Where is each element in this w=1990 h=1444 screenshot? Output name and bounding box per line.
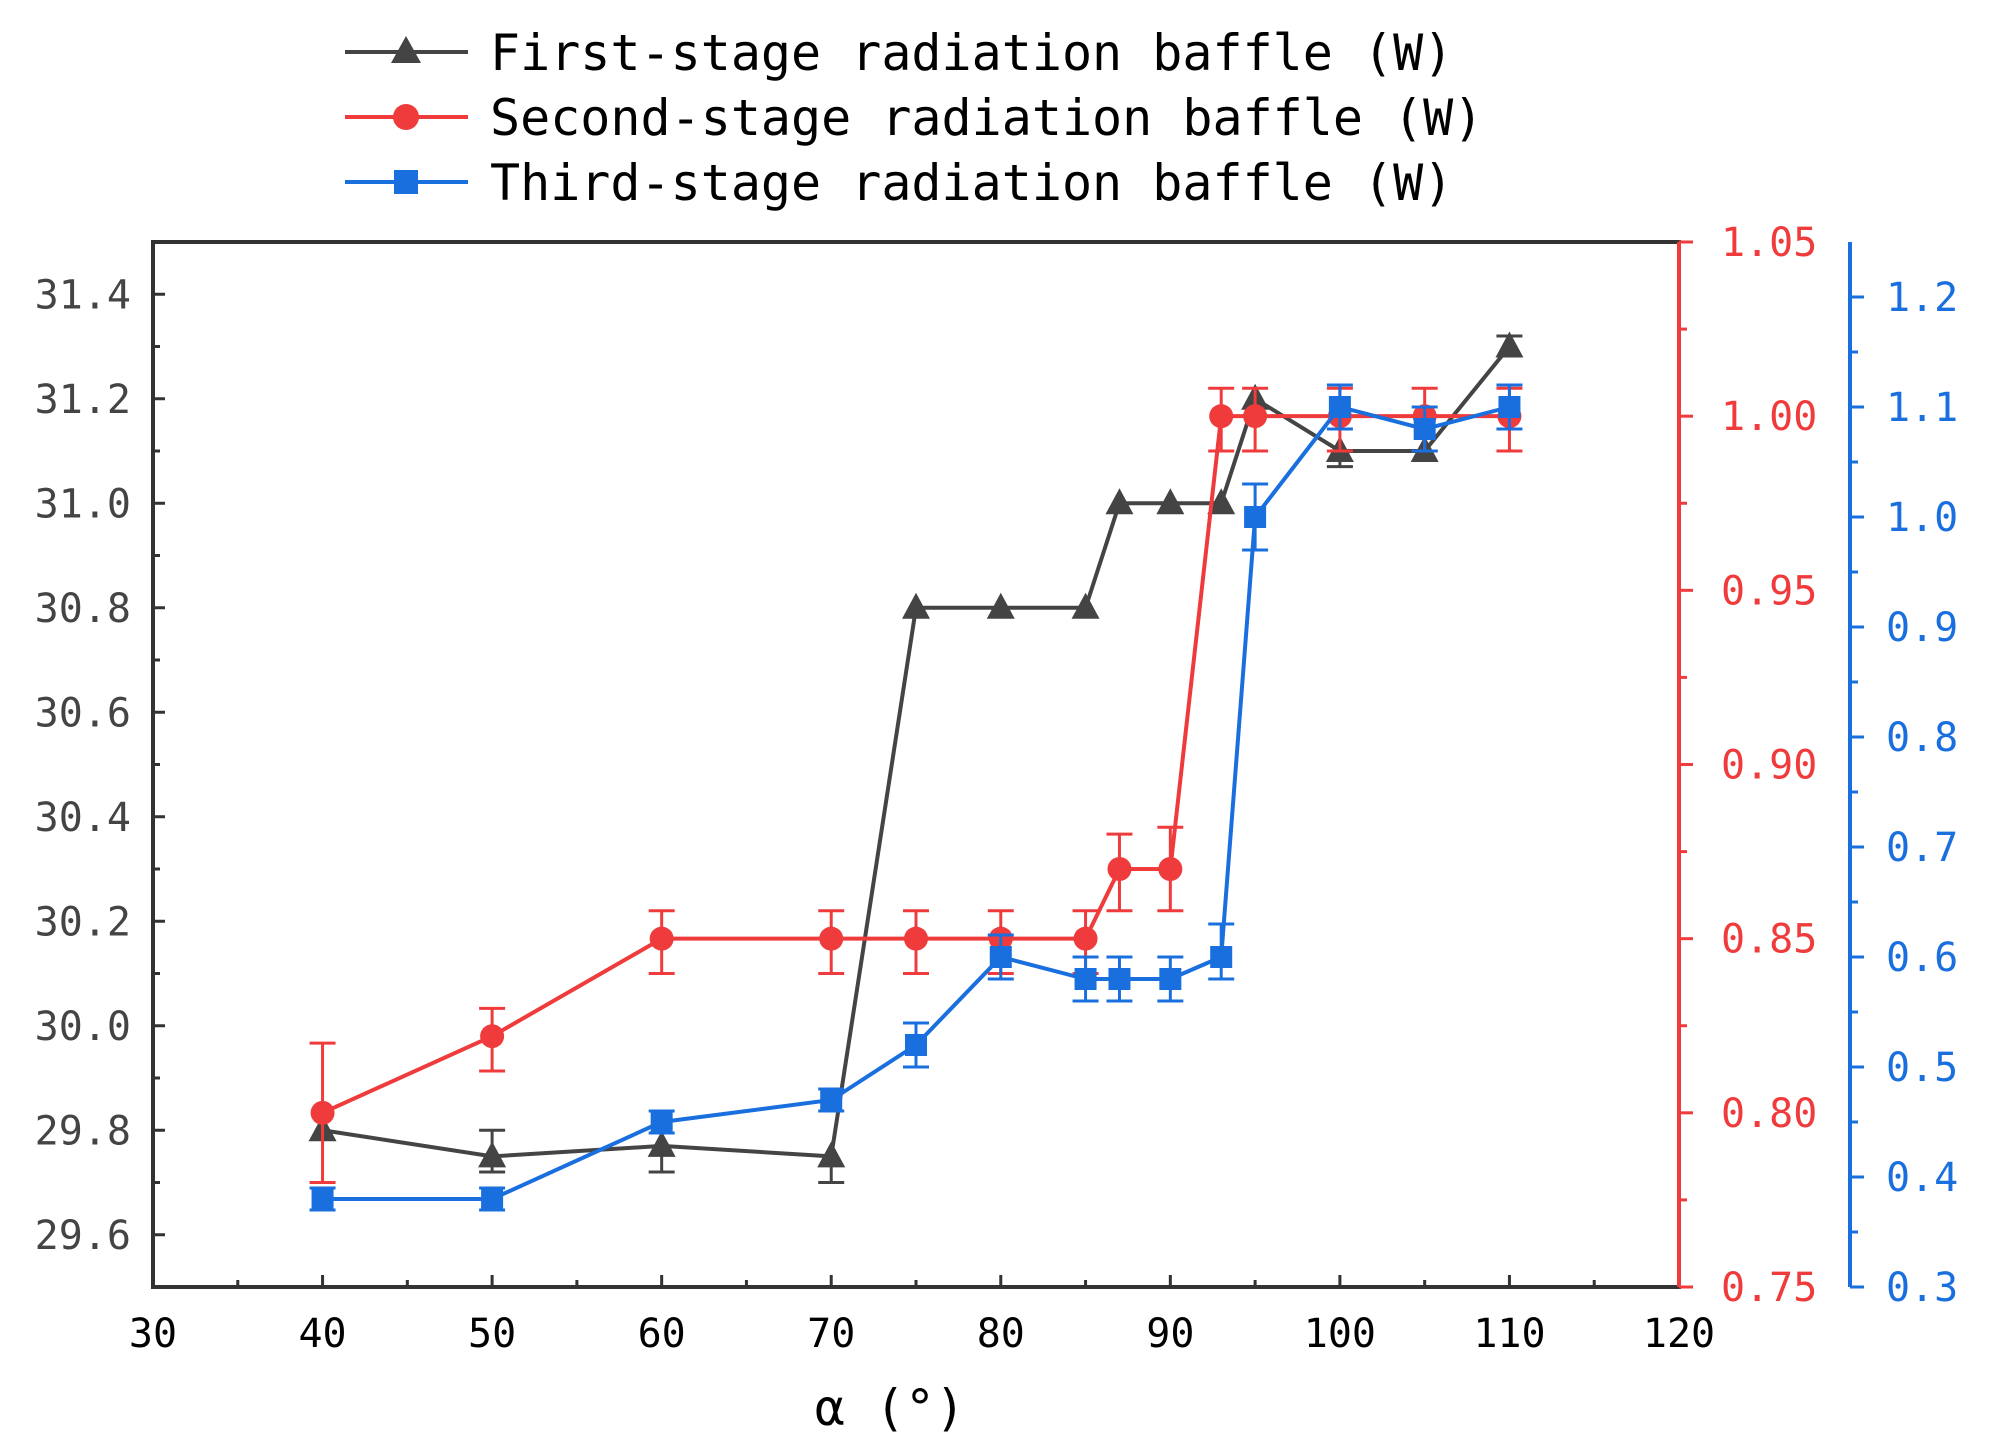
blue-tick-label: 0.5 [1886,1045,1958,1091]
data-point-first [1105,488,1134,515]
x-tick-label: 120 [1643,1311,1715,1357]
red-tick-label: 0.90 [1721,743,1817,789]
red-tick-label: 0.95 [1721,568,1817,614]
data-point-second [1209,404,1234,429]
data-point-third [1108,968,1131,990]
left-tick-label: 30.2 [35,899,131,945]
x-tick-label: 110 [1473,1311,1545,1357]
blue-tick-label: 1.0 [1886,495,1958,541]
blue-tick-label: 0.4 [1886,1155,1958,1201]
red-tick-label: 0.80 [1721,1091,1817,1137]
data-point-first [478,1141,507,1168]
data-point-third [989,946,1012,968]
data-point-third [311,1188,334,1210]
data-point-first [817,1141,846,1168]
left-tick-label: 30.6 [35,690,131,736]
data-point-second [649,926,674,951]
data-point-first [647,1130,676,1157]
data-point-third [481,1188,504,1210]
data-point-first [1071,592,1100,619]
data-point-first [1207,488,1236,515]
legend-marker-first [391,36,421,63]
series-line-third [322,404,1510,1201]
blue-tick-label: 1.2 [1886,275,1958,321]
data-point-third [1210,946,1233,968]
left-tick-label: 31.0 [35,481,131,527]
left-tick-label: 30.4 [35,795,131,841]
x-tick-label: 90 [1146,1311,1194,1357]
data-point-third [1328,396,1351,418]
series-third [309,383,1523,1212]
data-point-third [1498,396,1521,418]
legend: First-stage radiation baffle (W) Second-… [345,24,1483,212]
blue-tick-label: 0.7 [1886,825,1958,871]
data-point-third [1074,968,1097,990]
data-point-third [905,1034,927,1056]
data-point-third [1244,506,1267,528]
data-point-third [650,1111,673,1133]
series-layer [308,331,1524,1212]
legend-entry-third: Third-stage radiation baffle (W) [345,154,1453,212]
data-point-second [480,1024,505,1049]
red-tick-label: 1.05 [1721,220,1817,266]
legend-entry-second: Second-stage radiation baffle (W) [345,89,1483,147]
legend-label-first: First-stage radiation baffle (W) [490,24,1453,82]
data-point-second [310,1100,335,1125]
x-tick-label: 30 [129,1311,177,1357]
legend-label-third: Third-stage radiation baffle (W) [490,154,1453,212]
blue-tick-label: 0.9 [1886,605,1958,651]
left-tick-label: 29.8 [35,1108,131,1154]
legend-marker-third [394,170,418,194]
axes-layer: 30 40 50 60 70 80 90 100 110 120 29.6 29.8 30.0 30.2 3… [35,220,1959,1357]
left-tick-label: 31.2 [35,377,131,423]
data-point-second [1107,857,1132,881]
x-tick-label: 40 [298,1311,346,1357]
data-point-third [820,1089,843,1111]
blue-tick-label: 0.8 [1886,715,1958,761]
legend-marker-second [393,104,419,130]
data-point-third [1159,968,1182,990]
blue-tick-label: 0.3 [1886,1265,1958,1311]
x-tick-label: 80 [977,1311,1025,1357]
left-tick-label: 31.4 [35,272,131,318]
data-point-first [1156,488,1185,515]
blue-tick-label: 0.6 [1886,935,1958,981]
left-tick-label: 30.8 [35,586,131,632]
data-point-second [904,926,928,951]
data-point-first [902,592,930,619]
data-point-first [1495,331,1524,358]
x-tick-label: 100 [1304,1311,1376,1357]
left-tick-label: 30.0 [35,1004,131,1050]
plot-frame [151,240,1681,1289]
data-point-first [986,592,1015,619]
legend-entry-first: First-stage radiation baffle (W) [345,24,1453,82]
x-tick-label: 50 [468,1311,516,1357]
red-tick-label: 0.85 [1721,917,1817,963]
series-first [308,331,1524,1184]
red-tick-label: 0.75 [1721,1265,1817,1311]
series-second [309,386,1523,1184]
data-point-second [1158,857,1183,881]
data-point-second [1243,404,1268,429]
red-tick-label: 1.00 [1721,394,1817,440]
left-tick-label: 29.6 [35,1213,131,1259]
series-line-first [322,345,1511,1159]
data-point-second [819,926,844,951]
x-tick-label: 60 [638,1311,686,1357]
x-tick-label: 70 [807,1311,855,1357]
x-axis-label: α (°) [815,1379,966,1437]
legend-label-second: Second-stage radiation baffle (W) [490,89,1483,147]
blue-tick-label: 1.1 [1886,385,1958,431]
data-point-second [1073,926,1098,951]
series-line-second [321,414,1510,1115]
data-point-third [1413,418,1436,440]
